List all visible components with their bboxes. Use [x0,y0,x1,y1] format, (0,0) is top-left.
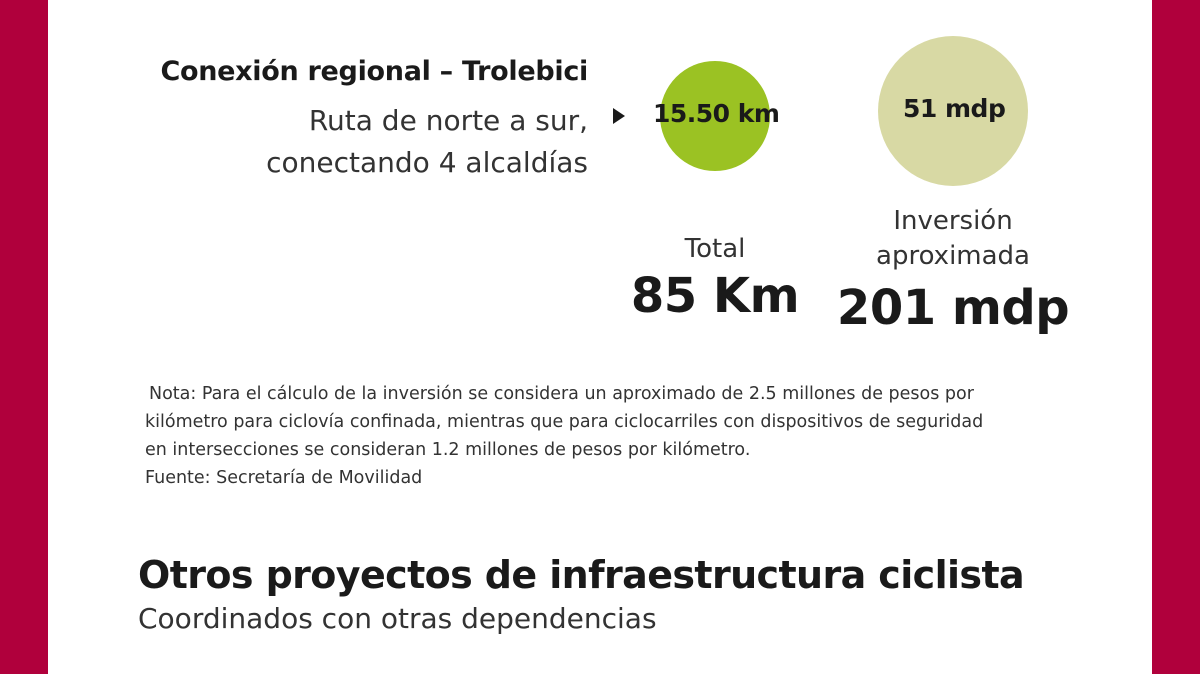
length-circle [660,61,770,171]
footnote: Nota: Para el cálculo de la inversión se… [145,380,1065,492]
frame-left-border [0,0,48,674]
footnote-line1: Nota: Para el cálculo de la inversión se… [149,384,974,404]
arrow-right-icon [613,108,625,124]
route-length-value: 15.50 km [653,99,780,128]
investment-caption-line2: aproximada [876,241,1030,271]
footnote-line3: en intersecciones se consideran 1.2 mill… [145,440,751,460]
investment-caption: Inversión aproximada [853,204,1053,274]
route-description-line1: Ruta de norte a sur, [308,104,588,137]
investment-circle [878,36,1028,186]
investment-caption-line1: Inversión [893,206,1013,236]
total-caption: Total [684,234,746,264]
footnote-source: Fuente: Secretaría de Movilidad [145,468,423,488]
route-description-line2: conectando 4 alcaldías [266,146,588,179]
investment-total-value: 201 mdp [836,280,1070,336]
frame-right-border [1152,0,1200,674]
section-subtitle: Coordinados con otras dependencias [138,602,657,635]
total-value: 85 Km [630,268,800,324]
section-title: Otros proyectos de infraestructura cicli… [138,553,1025,597]
route-investment-value: 51 mdp [903,94,1006,123]
footnote-line2: kilómetro para ciclovía confinada, mient… [145,412,984,432]
route-description: Ruta de norte a sur, conectando 4 alcald… [168,100,588,184]
route-title: Conexión regional – Trolebici [160,56,588,87]
